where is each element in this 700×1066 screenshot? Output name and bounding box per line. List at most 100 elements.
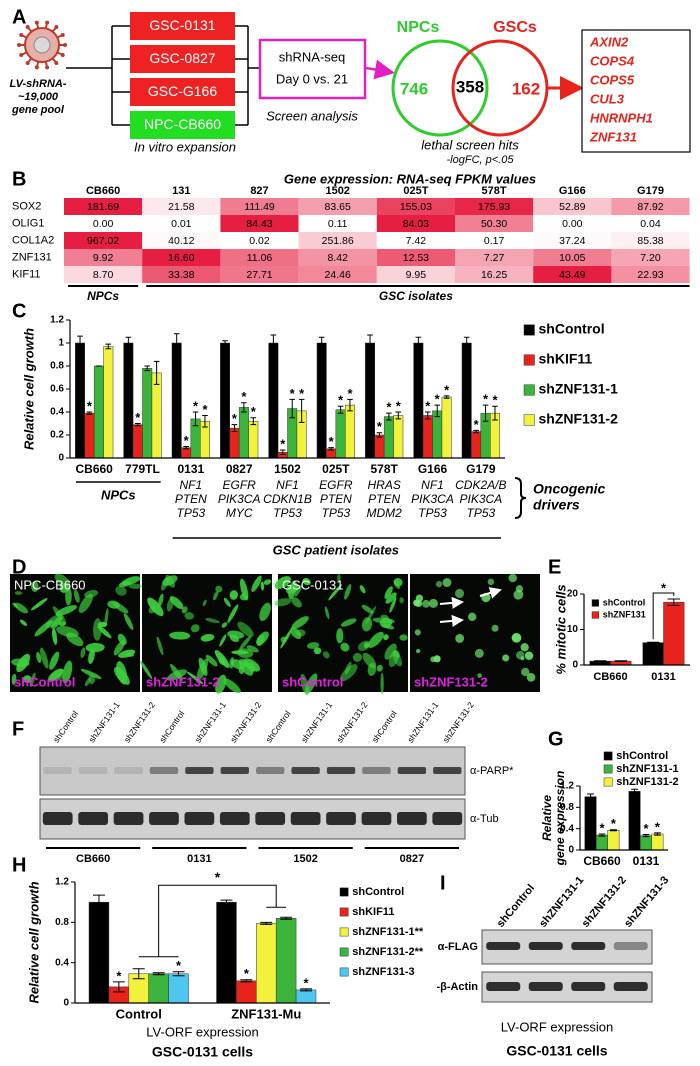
error-bar — [473, 429, 479, 434]
cell-blob — [337, 574, 341, 583]
virus-spike-tip — [25, 25, 30, 30]
x-tick-label: 779TL — [125, 462, 160, 476]
legend-label: shZNF131-1 — [539, 381, 619, 397]
cell-blob — [422, 599, 430, 608]
bar — [168, 973, 189, 1004]
cell-blob — [246, 645, 259, 653]
bar — [93, 365, 104, 459]
row-label: SOX2 — [12, 200, 41, 212]
cell-blob — [36, 652, 42, 664]
image-label: GSC-0131 — [282, 577, 343, 592]
heat-cell — [220, 215, 299, 232]
x-axis-label: LV-ORF expression — [146, 1024, 258, 1039]
blot — [39, 798, 466, 840]
legend-label: shZNF131 — [603, 609, 646, 619]
cell-blob — [359, 585, 366, 594]
legend-swatch — [591, 611, 599, 619]
bar — [142, 368, 153, 459]
cell-blob — [376, 664, 383, 672]
cell-blob — [428, 598, 438, 608]
cell-blob — [274, 598, 292, 607]
virus-spike-tip — [25, 60, 30, 65]
y-tick-label: 0.6 — [50, 384, 64, 395]
virus-spike-tip — [60, 33, 65, 38]
blot-band — [291, 767, 320, 774]
cell-blob — [372, 617, 395, 624]
cell-blob — [357, 640, 371, 651]
image-label: shControl — [14, 674, 75, 689]
cell-blob — [117, 633, 127, 646]
cell-blob — [14, 602, 29, 614]
panel-label: I — [440, 872, 446, 894]
cell-value: 43.49 — [559, 269, 585, 281]
cell-blob — [280, 636, 288, 643]
cell-blob — [148, 605, 157, 614]
lane-label: shControl — [370, 709, 399, 745]
cell-blob — [290, 627, 302, 640]
cell-value: 0.02 — [249, 235, 270, 247]
table-title: Gene expression: RNA-seq FPKM values — [284, 171, 536, 186]
cell-blob — [399, 597, 404, 604]
significance-star: * — [202, 402, 208, 417]
heat-cell — [298, 215, 377, 232]
legend-swatch — [523, 324, 535, 336]
cell-value: 0.00 — [93, 218, 114, 230]
cell-blob — [190, 624, 200, 633]
gene-box — [581, 29, 691, 153]
error-bar — [298, 398, 305, 423]
bar — [148, 973, 169, 1004]
y-tick-label: 0.8 — [560, 802, 574, 813]
error-bar — [240, 979, 253, 983]
error-bar — [482, 404, 489, 422]
bar — [413, 342, 424, 459]
blot-band — [432, 812, 463, 825]
significance-star: * — [244, 966, 250, 981]
cell-blob — [393, 578, 403, 587]
screen-text: shRNA-seq — [279, 49, 345, 64]
arrow — [439, 596, 464, 609]
cell-blob — [181, 606, 188, 614]
gene-hit: COPS4 — [590, 53, 635, 68]
error-bar — [125, 336, 132, 350]
cell-blob — [14, 591, 23, 595]
significance-bracket — [138, 884, 287, 958]
heat-cell — [220, 198, 299, 215]
bar — [365, 342, 375, 459]
virus-spike-tip — [63, 43, 67, 47]
cell-blob — [415, 594, 424, 602]
cell-blob — [491, 624, 499, 632]
cell-blob — [259, 602, 271, 622]
cell-blob — [323, 651, 330, 659]
cell-blob — [251, 575, 262, 592]
y-tick-label: 0.4 — [560, 823, 574, 834]
virus-spike-tip — [34, 65, 39, 70]
error-bar — [93, 894, 105, 910]
gene-hit: ZNF131 — [589, 129, 637, 144]
cell-blob — [80, 668, 102, 679]
cell-blob — [384, 643, 397, 660]
x-tick-label: CB660 — [593, 671, 627, 683]
cell-blob — [200, 633, 215, 642]
row-label: COL1A2 — [12, 234, 54, 246]
error-bar — [424, 411, 431, 420]
lane-label: shZNF131-3 — [622, 874, 671, 929]
cell-blob — [215, 674, 227, 694]
blot — [39, 746, 466, 796]
venn-label: GSCs — [493, 19, 537, 36]
legend-swatch — [603, 777, 613, 787]
blot-band — [114, 767, 143, 774]
legend-label: shZNF131-1 — [616, 763, 678, 775]
error-bar — [337, 405, 344, 414]
heat-cell — [376, 249, 455, 266]
error-bar — [279, 449, 286, 456]
blot-band — [220, 767, 249, 774]
cell-line-label: GSC-0131 — [149, 17, 215, 33]
cell-blob — [223, 597, 231, 607]
driver-label: PIK3CA — [411, 492, 454, 506]
error-bar — [220, 899, 233, 905]
significance-star: * — [303, 975, 309, 990]
panel-label: D — [12, 556, 26, 578]
cell-line-label: NPC-CB660 — [144, 116, 221, 132]
cell-blob — [227, 630, 245, 639]
legend-swatch — [523, 414, 535, 426]
